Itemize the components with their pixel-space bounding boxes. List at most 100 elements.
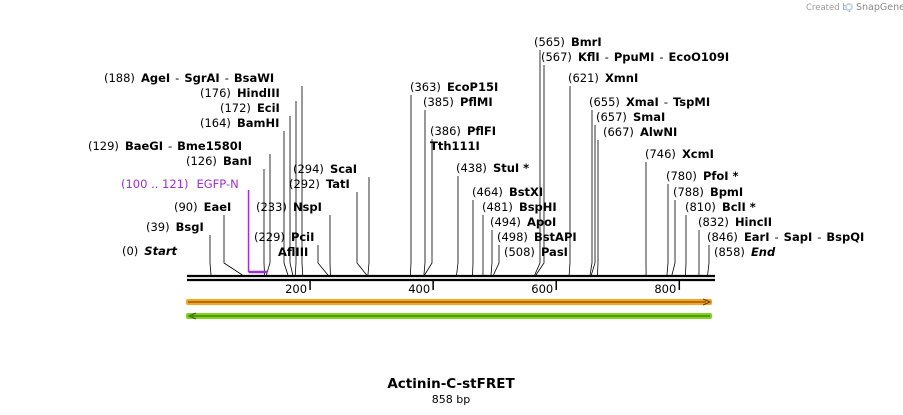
enzyme-label: Tth111I	[430, 139, 480, 153]
credit-prefix: Created by	[806, 3, 853, 13]
enzyme-label: (858) End	[714, 245, 776, 259]
enzyme-separator: -	[605, 50, 609, 64]
enzyme-name: KflI	[578, 50, 600, 64]
enzyme-label: (90) EaeI	[174, 200, 231, 214]
enzyme-name: Tth111I	[430, 139, 480, 153]
enzyme-labels: (188) AgeI - SgrAI - BsaWI(176) HindIII(172) Ec…	[88, 35, 864, 259]
enzyme-label: (788) BpmI	[673, 185, 743, 199]
axis-tick-label: 400	[408, 282, 430, 296]
leader-line	[423, 110, 426, 276]
site-position: (567)	[541, 50, 572, 64]
leader-line	[263, 169, 265, 276]
enzyme-label: (292) TatI	[289, 177, 350, 191]
enzyme-name: Bme1580I	[177, 139, 242, 153]
enzyme-separator: -	[175, 71, 179, 85]
site-position: (438)	[456, 161, 487, 175]
enzyme-name: BclI *	[722, 200, 756, 214]
enzyme-name: HindIII	[237, 86, 280, 100]
enzyme-name: PfoI *	[703, 169, 739, 183]
site-position: (126)	[186, 154, 217, 168]
enzyme-separator: -	[659, 50, 663, 64]
site-position: (188)	[104, 71, 135, 85]
feature-name: EGFP-N	[197, 177, 239, 191]
axis-tick-label: 200	[285, 282, 307, 296]
site-position: (233)	[256, 200, 287, 214]
enzyme-name: BsgI	[176, 220, 204, 234]
enzyme-name: SgrAI	[184, 71, 219, 85]
feature-label: (100 .. 121) EGFP-N	[121, 177, 239, 191]
leader-line	[223, 215, 243, 276]
enzyme-label: (832) HincII	[698, 215, 772, 229]
credit-brand: SnapGene	[856, 2, 903, 13]
enzyme-name: PpuMI	[614, 50, 655, 64]
construct-length: 858 bp	[432, 393, 470, 406]
enzyme-label: (667) AlwNI	[603, 125, 677, 139]
enzyme-name: BamHI	[237, 116, 279, 130]
enzyme-separator: -	[817, 230, 821, 244]
enzyme-label: (508) PasI	[504, 245, 568, 259]
enzyme-label: (385) PflMI	[423, 95, 493, 109]
site-position: (746)	[645, 147, 676, 161]
enzyme-name: SapI	[784, 230, 813, 244]
site-position: (172)	[220, 101, 251, 115]
axis-tick-label: 800	[654, 282, 676, 296]
enzyme-separator: -	[664, 95, 668, 109]
enzyme-name: EaeI	[204, 200, 232, 214]
leader-line	[490, 230, 493, 276]
enzyme-name: BstXI	[509, 185, 543, 199]
leader-line	[535, 65, 545, 276]
enzyme-name: BspQI	[826, 230, 864, 244]
site-position: (667)	[603, 125, 634, 139]
leader-line	[666, 184, 669, 276]
leader-line	[317, 245, 329, 276]
site-position: (565)	[534, 35, 565, 49]
enzyme-label: (0) Start	[122, 244, 178, 258]
enzyme-label: (565) BmrI	[534, 35, 602, 49]
site-position: (464)	[472, 185, 503, 199]
enzyme-name: EcoO109I	[669, 50, 730, 64]
enzyme-label: AflIII	[278, 245, 308, 259]
site-position: (363)	[410, 80, 441, 94]
enzyme-label: (126) BanI	[186, 154, 252, 168]
enzyme-name: AlwNI	[640, 125, 677, 139]
reverse-strand-arrow	[186, 312, 712, 320]
enzyme-label: (176) HindIII	[200, 86, 280, 100]
site-position: (386)	[430, 124, 461, 138]
leader-line	[534, 50, 541, 276]
enzyme-name: TatI	[326, 177, 350, 191]
site-position: (780)	[666, 169, 697, 183]
leader-line	[568, 86, 571, 276]
enzyme-name: EarI	[744, 230, 770, 244]
enzyme-name: NspI	[293, 200, 322, 214]
enzyme-name: ScaI	[330, 162, 357, 176]
leader-line	[589, 110, 593, 276]
leader-line	[356, 192, 368, 276]
leader-line	[685, 215, 687, 276]
enzyme-name: BmrI	[571, 35, 602, 49]
site-position: (292)	[289, 177, 320, 191]
site-position: (788)	[673, 185, 704, 199]
site-position: (481)	[482, 200, 513, 214]
site-position: (498)	[497, 230, 528, 244]
construct-title: Actinin-C-stFRET	[387, 376, 515, 392]
enzyme-label: (780) PfoI *	[666, 169, 739, 183]
leader-line	[493, 245, 500, 276]
leader-line	[367, 177, 370, 276]
enzyme-name: EciI	[257, 101, 280, 115]
leader-line	[409, 95, 412, 276]
enzyme-label: (39) BsgI	[146, 220, 204, 234]
leader-line	[209, 235, 212, 276]
leader-line	[424, 139, 433, 276]
leader-lines	[209, 50, 710, 276]
enzyme-label: (657) SmaI	[596, 110, 665, 124]
enzyme-name: SmaI	[633, 110, 665, 124]
axis-ticks: 200 400 600 800	[285, 281, 681, 296]
enzyme-name: PciI	[291, 230, 314, 244]
enzyme-name: AflIII	[278, 245, 308, 259]
leader-line	[266, 154, 271, 276]
egfp-n-feature: (100 .. 121) EGFP-N	[121, 177, 268, 274]
enzyme-label: (621) XmnI	[568, 71, 638, 85]
enzyme-name: AgeI	[141, 71, 170, 85]
enzyme-label: (494) ApoI	[490, 215, 556, 229]
